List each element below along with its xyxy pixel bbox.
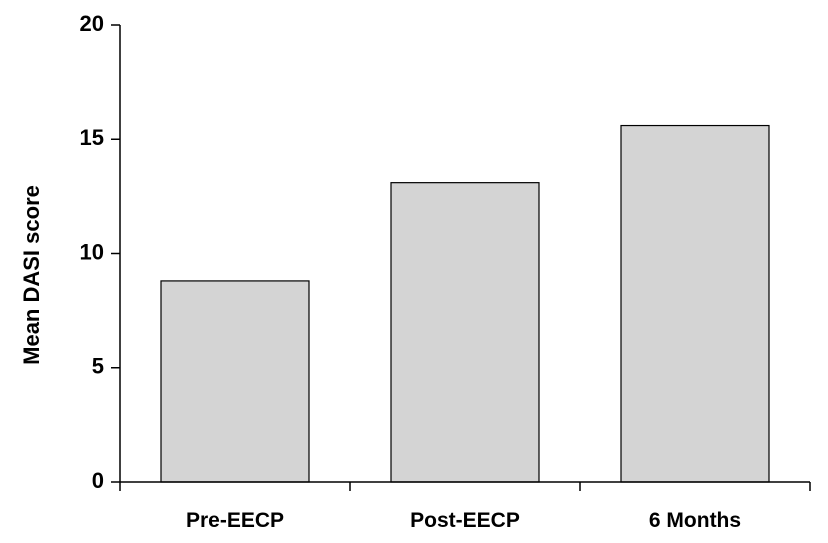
x-tick-label: Post-EECP <box>410 509 520 532</box>
y-axis-ticks: 0 5 10 15 20 <box>80 11 120 493</box>
y-axis-title: Mean DASI score <box>19 185 44 365</box>
bar-6-months <box>620 124 770 483</box>
bar-post-eecp <box>390 182 540 483</box>
y-tick-label: 0 <box>92 468 104 493</box>
x-tick-label: 6 Months <box>649 509 741 532</box>
y-tick-label: 5 <box>92 354 104 379</box>
x-axis-ticks: Pre-EECP Post-EECP 6 Months <box>119 482 811 532</box>
bars <box>160 124 770 483</box>
y-tick-label: 10 <box>80 239 104 264</box>
y-tick-label: 15 <box>80 125 104 150</box>
x-tick-label: Pre-EECP <box>186 509 284 532</box>
y-tick-label: 20 <box>80 11 104 36</box>
bar-pre-eecp <box>160 280 310 483</box>
